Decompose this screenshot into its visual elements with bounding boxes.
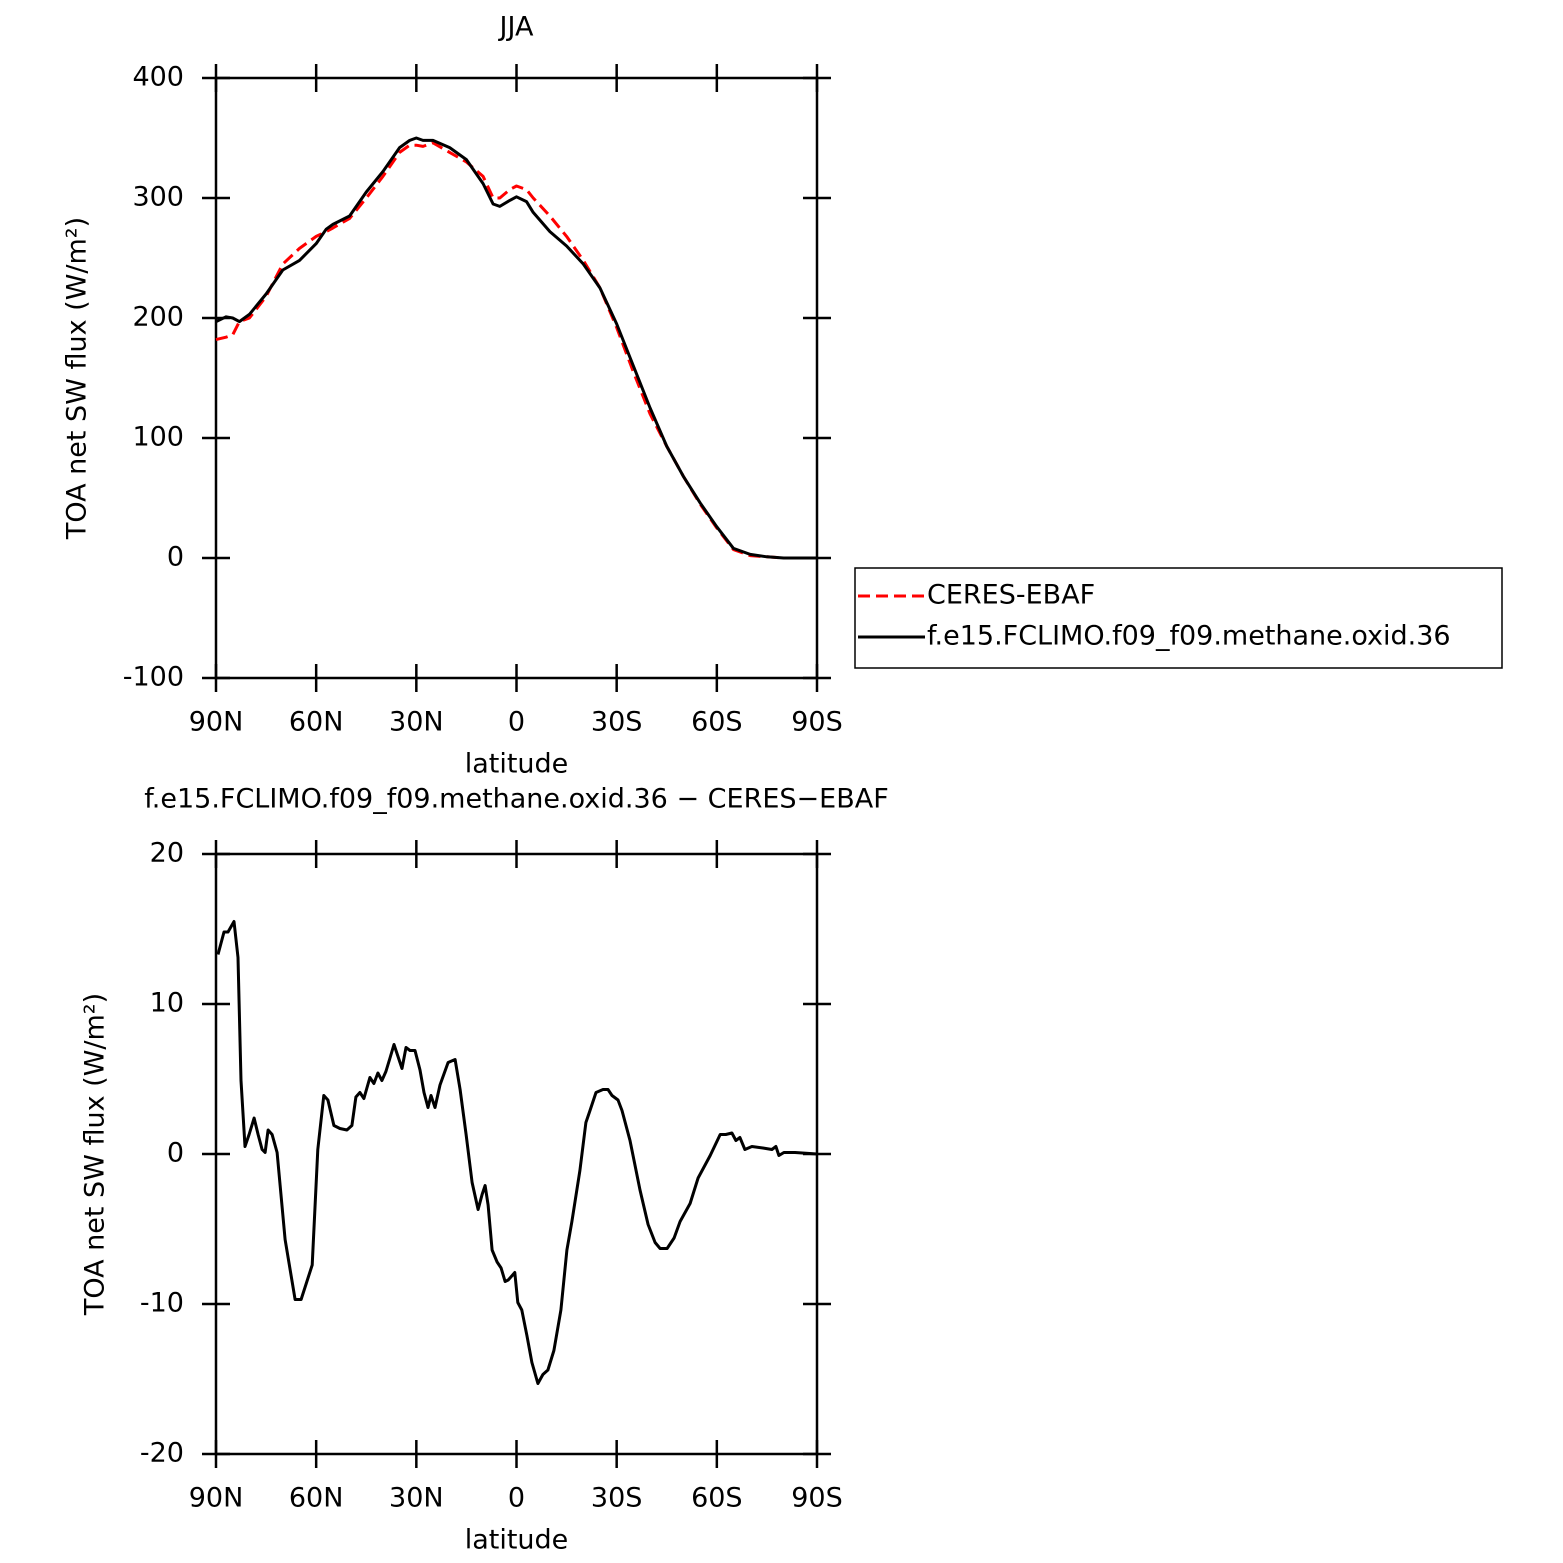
y-tick-label: 20 — [150, 838, 184, 869]
x-tick-label: 90S — [791, 707, 843, 738]
x-tick-label: 60N — [289, 1483, 344, 1514]
chart-title: f.e15.FCLIMO.f09_f09.methane.oxid.36 − C… — [144, 784, 888, 815]
x-tick-label: 30N — [389, 1483, 444, 1514]
y-axis-label: TOA net SW flux (W/m²) — [62, 217, 93, 540]
plot-frame — [214, 852, 819, 1456]
y-tick-label: 200 — [132, 302, 184, 333]
x-tick-label: 60S — [691, 1483, 743, 1514]
y-tick-label: -100 — [123, 662, 184, 693]
x-tick-label: 30N — [389, 707, 444, 738]
x-axis-label: latitude — [465, 749, 569, 780]
chart-title: JJA — [498, 12, 534, 43]
x-axis-label: latitude — [465, 1525, 569, 1556]
x-tick-label: 90N — [189, 707, 244, 738]
x-tick-label: 0 — [508, 707, 525, 738]
x-tick-label: 30S — [591, 707, 643, 738]
x-tick-label: 90N — [189, 1483, 244, 1514]
data-line — [215, 141, 817, 560]
y-tick-label: 100 — [132, 422, 184, 453]
legend-label: f.e15.FCLIMO.f09_f09.methane.oxid.36 — [927, 621, 1451, 652]
y-tick-label: 300 — [132, 182, 184, 213]
y-axis-label: TOA net SW flux (W/m²) — [80, 993, 111, 1316]
y-tick-label: 0 — [167, 542, 184, 573]
y-tick-label: 0 — [167, 1138, 184, 1169]
x-tick-label: 90S — [791, 1483, 843, 1514]
y-tick-label: -10 — [140, 1288, 184, 1319]
x-tick-label: 60S — [691, 707, 743, 738]
y-tick-label: -20 — [140, 1438, 184, 1469]
y-tick-label: 400 — [132, 62, 184, 93]
y-tick-label: 10 — [150, 988, 184, 1019]
x-tick-label: 60N — [289, 707, 344, 738]
plot-frame — [214, 76, 819, 680]
legend-label: CERES-EBAF — [927, 580, 1095, 611]
x-tick-label: 0 — [508, 1483, 525, 1514]
data-line — [215, 136, 817, 560]
x-tick-label: 30S — [591, 1483, 643, 1514]
legend-box — [854, 567, 1503, 669]
data-line — [216, 920, 818, 1385]
